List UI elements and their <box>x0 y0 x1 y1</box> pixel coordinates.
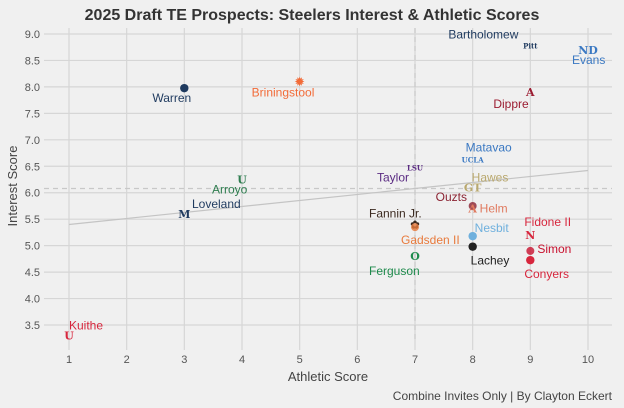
trend-line-group <box>68 169 589 226</box>
point-label: Loveland <box>192 197 241 211</box>
team-logo-marker <box>411 223 419 232</box>
x-tick-label: 5 <box>297 354 303 366</box>
y-tick-label: 9.0 <box>25 29 40 41</box>
y-gridlines <box>44 33 612 326</box>
team-logo-marker: LSU <box>407 163 423 172</box>
y-tick-label: 4.0 <box>25 294 40 306</box>
point-label: Hawes <box>472 170 509 184</box>
data-point: ●Nesbit <box>468 221 509 242</box>
chart-title: 2025 Draft TE Prospects: Steelers Intere… <box>85 7 540 24</box>
data-point: Gadsden II <box>401 223 460 247</box>
team-logo-marker: ND <box>578 44 598 57</box>
x-tick-label: 1 <box>66 354 72 366</box>
data-point: Ouzts <box>436 190 477 210</box>
y-tick-label: 3.5 <box>25 320 40 332</box>
point-label: Ouzts <box>436 190 467 204</box>
y-tick-label: 5.5 <box>25 214 40 226</box>
point-label: Ferguson <box>369 264 420 278</box>
x-axis-label: Athletic Score <box>288 369 368 384</box>
point-label: Dippre <box>493 97 529 111</box>
point-label: Arroyo <box>212 183 248 197</box>
point-label: Briningstool <box>252 86 315 100</box>
mean-lines <box>44 28 612 342</box>
y-tick-label: 7.5 <box>25 108 40 120</box>
point-label: Evans <box>572 53 605 67</box>
team-logo-marker: U <box>64 330 74 343</box>
data-point: Simon <box>526 242 571 256</box>
y-tick-label: 6.0 <box>25 188 40 200</box>
point-label: Bartholomew <box>448 28 518 42</box>
team-logo-marker: N <box>525 229 535 242</box>
team-logo-marker: A <box>467 203 477 216</box>
data-point: ●Warren <box>152 81 191 105</box>
team-logo-marker: UCLA <box>462 155 485 164</box>
chart-caption: Combine Invites Only | By Clayton Eckert <box>393 389 613 403</box>
data-point: ●Conyers <box>524 253 569 281</box>
data-point: ✹Briningstool <box>252 76 315 100</box>
data-point: Pitt Bartholomew <box>448 28 538 51</box>
team-logo-marker: A <box>525 86 535 99</box>
team-logo-marker: ● <box>180 81 190 94</box>
team-logo-marker: ● <box>468 240 478 253</box>
data-point: A Helm <box>467 202 507 216</box>
x-tick-label: 4 <box>239 354 245 366</box>
x-tick-label: 8 <box>470 354 476 366</box>
team-logo-marker: O <box>410 250 420 263</box>
y-axis-label: Interest Score <box>5 146 20 227</box>
x-tick-label: 3 <box>181 354 187 366</box>
point-label: Taylor <box>377 170 409 184</box>
point-label: Gadsden II <box>401 233 460 247</box>
point-label: Warren <box>152 91 191 105</box>
point-label: Matavao <box>466 140 512 154</box>
x-tick-labels: 1 2 3 4 5 6 7 8 9 10 <box>66 354 594 366</box>
team-logo-marker: Pitt <box>523 42 538 51</box>
x-tick-label: 10 <box>582 354 594 366</box>
team-logo-marker: ● <box>526 253 536 266</box>
point-label: Helm <box>480 202 508 216</box>
point-label: Conyers <box>524 267 569 281</box>
data-points: UKuitheMLoveland●WarrenUArroyo✹Briningst… <box>64 28 605 343</box>
y-tick-label: 8.5 <box>25 55 40 67</box>
team-logo-marker: ✹ <box>294 76 305 89</box>
point-label: Nesbit <box>475 221 510 235</box>
x-tick-label: 9 <box>527 354 533 366</box>
y-tick-label: 7.0 <box>25 135 40 147</box>
team-logo-marker <box>526 246 535 255</box>
y-tick-labels: 3.5 4.0 4.5 5.0 5.5 6.0 6.5 7.0 7.5 8.0 8.5 9.0 <box>25 29 40 332</box>
point-label: Kuithe <box>69 319 103 333</box>
y-tick-label: 6.5 <box>25 161 40 173</box>
trend-line <box>68 169 589 226</box>
point-label: Fidone II <box>524 215 571 229</box>
y-tick-label: 4.5 <box>25 267 40 279</box>
x-tick-label: 6 <box>354 354 360 366</box>
point-label: Fannin Jr. <box>369 206 422 220</box>
y-tick-label: 8.0 <box>25 82 40 94</box>
y-tick-label: 5.0 <box>25 241 40 253</box>
point-label: Lachey <box>471 254 510 268</box>
team-logo-marker: U <box>237 174 247 187</box>
data-point: ●Lachey <box>468 240 510 268</box>
team-logo-marker: M <box>178 208 190 221</box>
x-tick-label: 2 <box>124 354 130 366</box>
team-logo-marker <box>468 201 477 210</box>
point-label: Simon <box>537 242 571 256</box>
team-logo-marker: ● <box>468 229 478 242</box>
team-logo-marker: GT <box>464 181 482 194</box>
x-tick-label: 7 <box>412 354 418 366</box>
